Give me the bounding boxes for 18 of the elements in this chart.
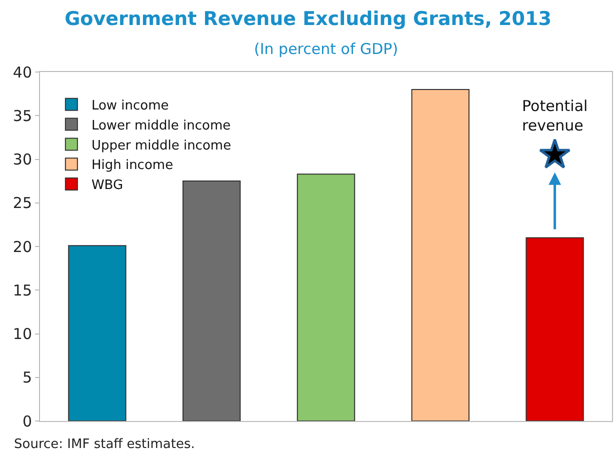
source-note: Source: IMF staff estimates. bbox=[14, 437, 195, 452]
y-tick-label: 25 bbox=[12, 194, 32, 212]
y-tick-label: 35 bbox=[12, 106, 32, 125]
legend-label: Lower middle income bbox=[91, 118, 231, 134]
y-tick-label: 10 bbox=[12, 325, 32, 343]
chart-title: Government Revenue Excluding Grants, 2013 bbox=[64, 8, 552, 30]
y-tick-label: 30 bbox=[12, 150, 32, 168]
legend-label: High income bbox=[91, 158, 174, 174]
annotation: Potential revenue bbox=[522, 97, 588, 134]
chart-subtitle: (In percent of GDP) bbox=[254, 40, 398, 58]
legend-label: Upper middle income bbox=[91, 138, 232, 154]
y-tick-label: 15 bbox=[12, 281, 32, 300]
y-tick-label: 5 bbox=[22, 368, 32, 387]
legend-label: WBG bbox=[91, 178, 124, 194]
legend-label: Low income bbox=[91, 98, 169, 114]
y-tick-label: 20 bbox=[12, 238, 32, 256]
y-tick-label: 40 bbox=[12, 63, 32, 82]
y-tick-label: 0 bbox=[22, 412, 32, 430]
